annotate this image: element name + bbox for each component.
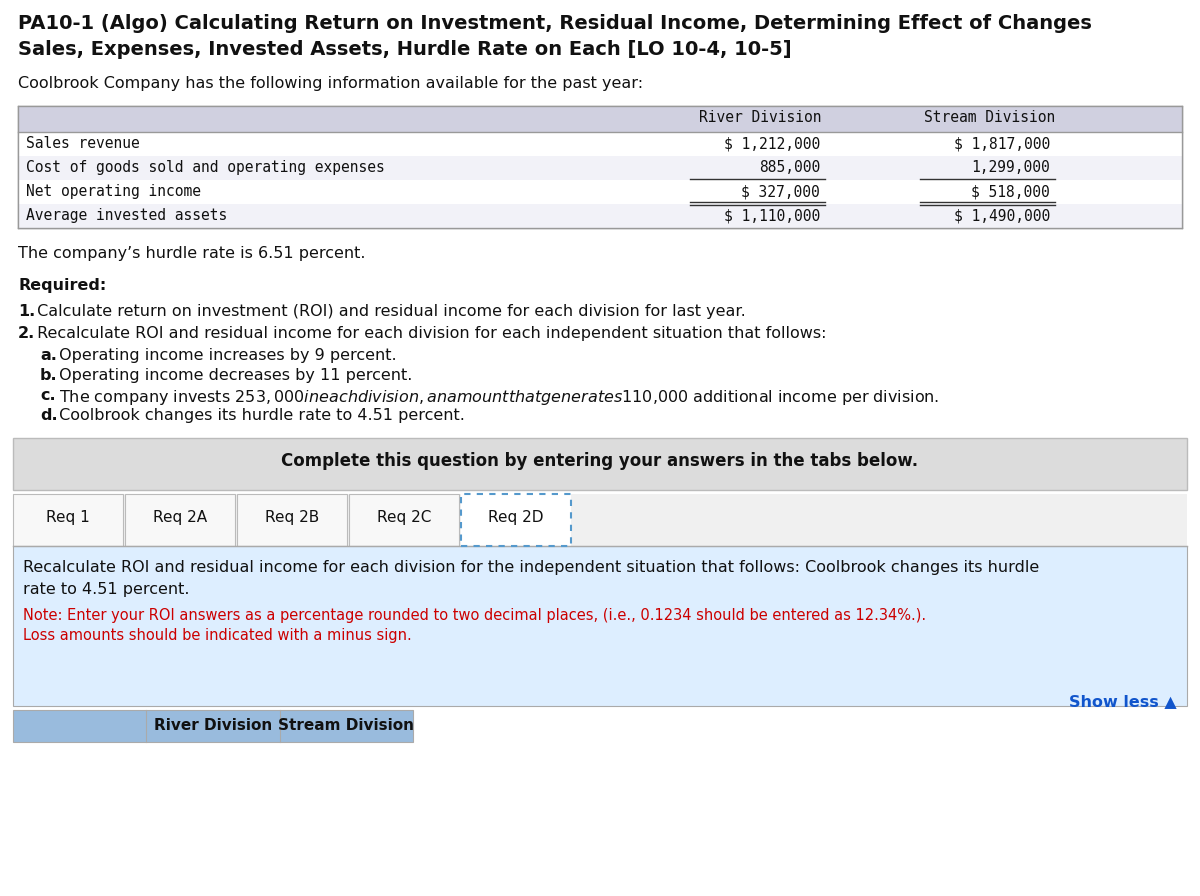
FancyBboxPatch shape	[18, 106, 1182, 228]
Text: Loss amounts should be indicated with a minus sign.: Loss amounts should be indicated with a …	[23, 628, 412, 643]
Text: Recalculate ROI and residual income for each division for each independent situa: Recalculate ROI and residual income for …	[32, 326, 827, 341]
Text: Recalculate ROI and residual income for each division for the independent situat: Recalculate ROI and residual income for …	[23, 560, 1039, 575]
Text: PA10-1 (Algo) Calculating Return on Investment, Residual Income, Determining Eff: PA10-1 (Algo) Calculating Return on Inve…	[18, 14, 1092, 33]
FancyBboxPatch shape	[18, 106, 1182, 132]
Bar	[461, 494, 571, 546]
Text: River Division: River Division	[154, 718, 272, 733]
Text: $ 327,000: $ 327,000	[742, 184, 820, 199]
Text: The company invests $253,000 in each division, an amount that generates $110,000: The company invests $253,000 in each div…	[54, 388, 940, 407]
Text: 2.: 2.	[18, 326, 35, 341]
Text: 1,299,000: 1,299,000	[971, 160, 1050, 175]
FancyBboxPatch shape	[18, 180, 1182, 204]
Text: Stream Division: Stream Division	[278, 718, 414, 733]
Text: rate to 4.51 percent.: rate to 4.51 percent.	[23, 582, 190, 597]
Text: Cost of goods sold and operating expenses: Cost of goods sold and operating expense…	[26, 160, 385, 175]
FancyBboxPatch shape	[18, 132, 1182, 156]
FancyBboxPatch shape	[125, 494, 235, 546]
Text: Req 2B: Req 2B	[265, 510, 319, 525]
FancyBboxPatch shape	[18, 204, 1182, 228]
FancyBboxPatch shape	[13, 494, 124, 546]
Text: $ 1,817,000: $ 1,817,000	[954, 136, 1050, 151]
Text: 1.: 1.	[18, 304, 35, 319]
Text: Operating income increases by 9 percent.: Operating income increases by 9 percent.	[54, 348, 397, 363]
Text: $ 1,212,000: $ 1,212,000	[724, 136, 820, 151]
Text: a.: a.	[40, 348, 56, 363]
Text: Operating income decreases by 11 percent.: Operating income decreases by 11 percent…	[54, 368, 413, 383]
Text: Show less ▲: Show less ▲	[1069, 694, 1177, 709]
Text: Sales, Expenses, Invested Assets, Hurdle Rate on Each [LO 10-4, 10-5]: Sales, Expenses, Invested Assets, Hurdle…	[18, 40, 792, 59]
FancyBboxPatch shape	[349, 494, 458, 546]
Text: Stream Division: Stream Division	[924, 110, 1056, 125]
Text: $ 518,000: $ 518,000	[971, 184, 1050, 199]
Text: Sales revenue: Sales revenue	[26, 136, 139, 151]
Text: 885,000: 885,000	[758, 160, 820, 175]
FancyBboxPatch shape	[13, 710, 413, 742]
Text: d.: d.	[40, 408, 58, 423]
Text: The company’s hurdle rate is 6.51 percent.: The company’s hurdle rate is 6.51 percen…	[18, 246, 366, 261]
Text: Calculate return on investment (ROI) and residual income for each division for l: Calculate return on investment (ROI) and…	[32, 304, 746, 319]
Text: Req 1: Req 1	[46, 510, 90, 525]
Text: Complete this question by entering your answers in the tabs below.: Complete this question by entering your …	[282, 452, 918, 470]
Text: $ 1,490,000: $ 1,490,000	[954, 208, 1050, 223]
Text: River Division: River Division	[698, 110, 821, 125]
Text: Required:: Required:	[18, 278, 107, 293]
FancyBboxPatch shape	[238, 494, 347, 546]
FancyBboxPatch shape	[13, 494, 1187, 546]
Text: Coolbrook Company has the following information available for the past year:: Coolbrook Company has the following info…	[18, 76, 643, 91]
Text: c.: c.	[40, 388, 55, 403]
Text: Req 2A: Req 2A	[152, 510, 208, 525]
Text: Average invested assets: Average invested assets	[26, 208, 227, 223]
Text: Req 2C: Req 2C	[377, 510, 431, 525]
Text: $ 1,110,000: $ 1,110,000	[724, 208, 820, 223]
Text: b.: b.	[40, 368, 58, 383]
FancyBboxPatch shape	[13, 546, 1187, 706]
Text: Note: Enter your ROI answers as a percentage rounded to two decimal places, (i.e: Note: Enter your ROI answers as a percen…	[23, 608, 926, 623]
FancyBboxPatch shape	[18, 156, 1182, 180]
Text: Net operating income: Net operating income	[26, 184, 202, 199]
FancyBboxPatch shape	[13, 438, 1187, 490]
Text: Req 2D: Req 2D	[488, 510, 544, 525]
FancyBboxPatch shape	[461, 494, 571, 546]
Text: Coolbrook changes its hurdle rate to 4.51 percent.: Coolbrook changes its hurdle rate to 4.5…	[54, 408, 466, 423]
